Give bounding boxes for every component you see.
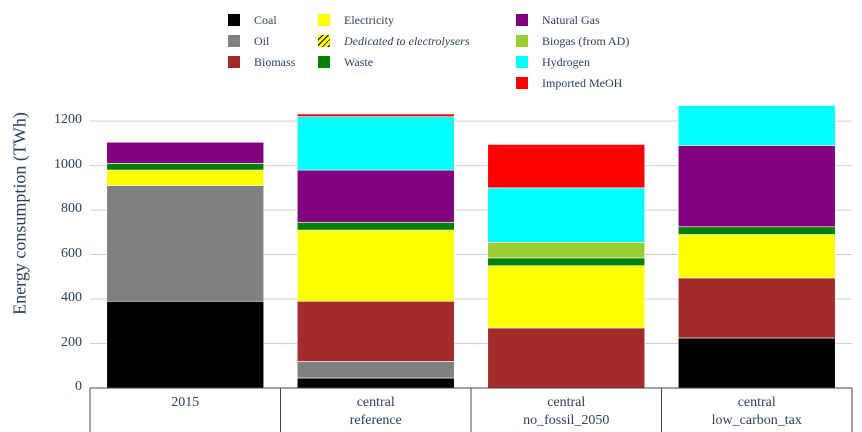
bar-segment-coal [106,300,265,389]
legend-label: Biogas (from AD) [542,33,630,48]
legend-swatch [228,35,240,47]
bar-segment-electricity [296,229,455,302]
bar-segment-hydrogen [296,116,455,171]
x-category-label-line: central [547,395,586,410]
y-tick-label: 800 [61,201,82,217]
legend-swatch [516,77,528,89]
legend-swatch [228,14,240,26]
x-category-label-line: central [737,395,776,410]
legend-swatch [318,56,330,68]
bar-segment-waste [296,222,455,231]
bar-segment-oil [296,361,455,379]
legend-label: Electricity [344,12,394,27]
bar-segment-hydrogen [677,105,836,146]
legend-label: Biomass [254,54,296,69]
legend-item[interactable]: Coal [228,12,277,28]
x-category-label-line: 2015 [171,395,200,410]
bar-segment-waste [677,226,836,235]
legend-swatch [318,14,330,26]
bar-segment-electricity [106,169,265,186]
x-category-label: central no_fossil_2050 [471,394,661,430]
legend-swatch [318,35,330,47]
bar-segment-oil [106,185,265,302]
legend-label: Coal [254,12,277,27]
legend-item[interactable]: Waste [318,54,373,70]
legend-item[interactable]: Biogas (from AD) [516,33,629,49]
legend-item[interactable]: Electricity [318,12,394,28]
bar-segment-coal [296,377,455,389]
x-category-label-line: reference [349,413,402,428]
x-category-label: 2015 [90,394,280,412]
legend-swatch [516,35,528,47]
bar-segment-natural-gas [677,145,836,228]
x-category-label-line: low_carbon_tax [711,413,802,428]
bar-segment-electricity [487,265,646,329]
y-tick-label: 1200 [54,112,82,128]
legend-item[interactable]: Oil [228,33,269,49]
x-category-label-line: central [356,395,395,410]
legend-swatch [516,14,528,26]
y-tick-label: 0 [75,379,82,394]
bar-segment-natural-gas [296,169,455,223]
y-tick-label: 600 [61,245,82,261]
bar-segment-biogas-from-ad- [487,242,646,259]
legend-swatch [516,56,528,68]
bar-segment-coal [677,337,836,389]
legend-swatch [228,56,240,68]
bar-segment-biomass [296,300,455,362]
legend-item[interactable]: Dedicated to electrolysers [318,33,470,49]
legend-item[interactable]: Natural Gas [516,12,600,28]
bar-segment-waste [106,163,265,171]
legend-label: Natural Gas [542,12,600,27]
legend-label: Imported MeOH [542,75,623,90]
y-tick-label: 1000 [54,156,82,172]
bar-segment-imported-meoh [296,113,455,117]
x-category-label: central reference [281,394,471,430]
x-category-label-line: no_fossil_2050 [523,413,610,428]
bar-segment-electricity [677,234,836,279]
x-category-label: central low_carbon_tax [662,394,852,430]
legend-label: Dedicated to electrolysers [344,33,470,48]
bar-segment-waste [487,257,646,266]
legend-label: Waste [344,54,374,69]
legend-item[interactable]: Biomass [228,54,295,70]
bar-segment-biomass [677,277,836,339]
bar-segment-natural-gas [106,141,265,164]
legend-label: Oil [254,33,270,48]
y-tick-label: 400 [61,290,82,306]
legend-item[interactable]: Imported MeOH [516,75,622,91]
legend-item[interactable]: Hydrogen [516,54,590,70]
bar-segment-imported-meoh [487,144,646,189]
y-tick-label: 200 [61,334,82,350]
bar-segment-hydrogen [487,187,646,243]
bar-segment-biomass [487,327,646,389]
legend-label: Hydrogen [542,54,590,69]
